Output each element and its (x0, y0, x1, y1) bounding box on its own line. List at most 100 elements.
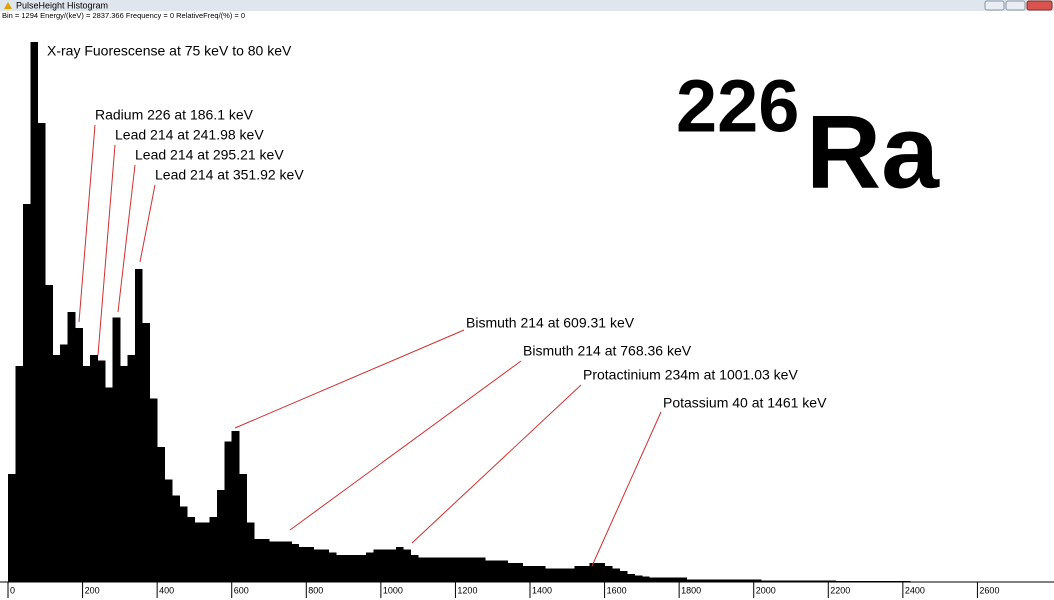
histogram-bar (447, 557, 456, 582)
histogram-bar (552, 568, 561, 582)
x-tick-label: 2400 (905, 585, 925, 595)
histogram-bar (351, 555, 359, 582)
histogram-bar (537, 565, 546, 582)
histogram-bar (485, 560, 494, 582)
histogram-bar (373, 549, 382, 582)
histogram-bar (82, 366, 91, 582)
histogram-bar (731, 579, 740, 582)
histogram-bar (462, 557, 471, 582)
histogram-bar (37, 123, 46, 582)
histogram-bar (194, 522, 203, 582)
histogram-bar (269, 541, 277, 582)
histogram-bar (873, 580, 881, 582)
histogram-bar (582, 565, 591, 582)
annotation-leader (411, 384, 582, 544)
histogram-bar (328, 552, 337, 582)
histogram-bar (835, 580, 844, 582)
histogram-bar (820, 580, 829, 582)
histogram-bar (97, 360, 106, 582)
x-tick-label: 2000 (756, 585, 776, 595)
histogram-bar (828, 580, 837, 582)
histogram-bar (634, 575, 643, 582)
minimize-button[interactable] (984, 0, 1005, 11)
histogram-bar (776, 580, 784, 582)
histogram-bar (492, 560, 501, 582)
histogram-bar (865, 580, 874, 582)
histogram-bar (850, 580, 859, 582)
histogram-bar (858, 580, 866, 582)
histogram-bar (343, 555, 352, 582)
annotation-leader (117, 164, 136, 313)
histogram-bar (686, 579, 695, 582)
annotation-leader (234, 329, 465, 429)
histogram-bar (515, 563, 523, 582)
histogram-bar (530, 565, 538, 582)
histogram-bar (612, 568, 620, 582)
annotation-leader (139, 184, 156, 263)
histogram-bar (8, 474, 16, 582)
histogram-bar (164, 479, 173, 582)
histogram-bar (313, 549, 322, 582)
annotation: Lead 214 at 241.98 keV (115, 127, 264, 143)
histogram-bar (708, 579, 717, 582)
histogram-bar (589, 563, 598, 582)
annotation: Potassium 40 at 1461 keV (663, 395, 827, 411)
histogram-bar (276, 541, 285, 582)
histogram-bar (104, 387, 113, 582)
x-tick-label: 2600 (979, 585, 999, 595)
histogram-bar (895, 580, 904, 582)
histogram-bar (664, 577, 673, 582)
histogram-bar (716, 579, 725, 582)
annotation-leader (97, 144, 116, 356)
histogram-bar (455, 557, 464, 582)
annotation-leader (78, 124, 96, 323)
maximize-button[interactable] (1005, 0, 1026, 11)
histogram-bar (768, 580, 777, 582)
histogram-bar (604, 565, 613, 582)
histogram-bar (75, 328, 83, 582)
histogram-bar (216, 490, 225, 582)
histogram-bar (142, 322, 151, 582)
histogram-bar (887, 580, 896, 582)
histogram-bar (418, 557, 426, 582)
app-icon (4, 2, 12, 9)
histogram-bar (201, 522, 210, 582)
histogram-bar (500, 560, 509, 582)
x-tick-label: 600 (234, 585, 249, 595)
histogram-bar (798, 580, 807, 582)
histogram-bar (567, 568, 576, 582)
histogram-bar (470, 557, 479, 582)
x-tick-label: 1600 (607, 585, 627, 595)
x-tick-label: 800 (308, 585, 323, 595)
title-bar (0, 0, 1054, 11)
histogram-bar (172, 495, 180, 582)
element-symbol: Ra (806, 94, 940, 210)
histogram-bar (45, 285, 54, 582)
close-button[interactable] (1026, 0, 1053, 11)
histogram-bar (119, 366, 128, 582)
histogram-bar (60, 344, 69, 582)
status-line: Bin = 1294 Energy/(keV) = 2837.366 Frequ… (2, 11, 245, 20)
histogram-bar (626, 573, 635, 582)
histogram-bar (656, 577, 665, 582)
histogram-bar (425, 557, 434, 582)
histogram-bar (761, 580, 770, 582)
histogram-bar (649, 577, 658, 582)
mass-number: 226 (676, 65, 799, 148)
histogram-bar (902, 580, 911, 582)
annotation: Bismuth 214 at 609.31 keV (466, 315, 635, 331)
histogram-bar (522, 565, 531, 582)
histogram-bar (410, 555, 419, 582)
histogram-bar (783, 580, 792, 582)
x-tick-label: 1800 (681, 585, 701, 595)
annotation: X-ray Fuorescense at 75 keV to 80 keV (47, 43, 292, 59)
histogram-bar (134, 268, 143, 582)
histogram-bar (179, 506, 188, 582)
histogram-bar (791, 580, 799, 582)
histogram-bar (395, 546, 404, 582)
x-tick-label: 1000 (383, 585, 403, 595)
histogram-bar (22, 204, 31, 582)
histogram-bar (209, 517, 218, 582)
histogram-bar (186, 517, 195, 582)
histogram-bar (291, 544, 300, 582)
